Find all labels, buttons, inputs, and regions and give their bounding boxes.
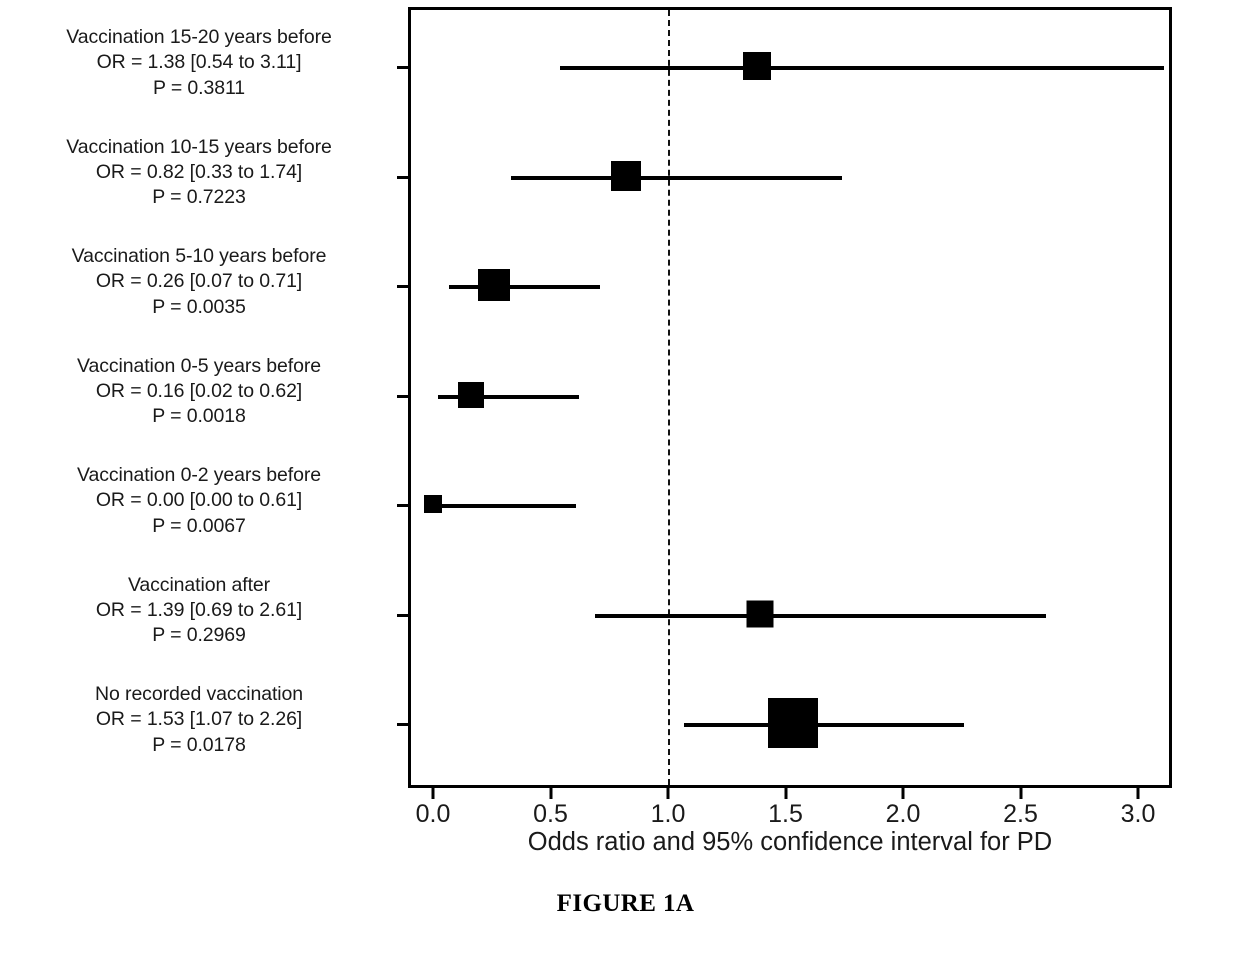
forest-row-odds-ratio: OR = 0.26 [0.07 to 0.71]: [0, 269, 398, 294]
forest-row-label-column: Vaccination 15-20 years beforeOR = 1.38 …: [0, 0, 400, 790]
y-axis-tick: [397, 285, 411, 288]
forest-row-p-value: P = 0.0178: [0, 733, 398, 758]
forest-row-odds-ratio: OR = 0.16 [0.02 to 0.62]: [0, 379, 398, 404]
confidence-interval-whisker: [684, 723, 964, 727]
forest-row-p-value: P = 0.0018: [0, 404, 398, 429]
forest-row-odds-ratio: OR = 0.00 [0.00 to 0.61]: [0, 488, 398, 513]
forest-row-name: No recorded vaccination: [0, 682, 398, 707]
x-axis-tick: [784, 788, 787, 799]
forest-row-label: Vaccination 15-20 years beforeOR = 1.38 …: [0, 25, 398, 101]
confidence-interval-whisker: [595, 614, 1046, 618]
confidence-interval-whisker: [433, 504, 576, 508]
x-axis-tick-label: 0.5: [533, 800, 568, 829]
forest-row-p-value: P = 0.3811: [0, 76, 398, 101]
forest-row-p-value: P = 0.7223: [0, 185, 398, 210]
forest-row-label: Vaccination 5-10 years beforeOR = 0.26 […: [0, 244, 398, 320]
forest-row-name: Vaccination 15-20 years before: [0, 25, 398, 50]
x-axis-tick: [667, 788, 670, 799]
forest-row-name: Vaccination 0-2 years before: [0, 463, 398, 488]
figure-page: Vaccination 15-20 years beforeOR = 1.38 …: [0, 0, 1251, 965]
point-estimate-marker: [743, 52, 771, 80]
x-axis-tick-label: 0.0: [416, 800, 451, 829]
point-estimate-marker: [424, 495, 442, 513]
y-axis-tick: [397, 504, 411, 507]
forest-row-odds-ratio: OR = 1.53 [1.07 to 2.26]: [0, 707, 398, 732]
reference-line-or-1: [668, 10, 670, 785]
forest-row-p-value: P = 0.0035: [0, 295, 398, 320]
confidence-interval-whisker: [449, 285, 599, 289]
forest-row-label: Vaccination 10-15 years beforeOR = 0.82 …: [0, 135, 398, 211]
point-estimate-marker: [768, 698, 818, 748]
confidence-interval-whisker: [560, 66, 1164, 70]
forest-row-p-value: P = 0.0067: [0, 514, 398, 539]
forest-row-label: Vaccination 0-2 years beforeOR = 0.00 [0…: [0, 463, 398, 539]
x-axis-tick: [432, 788, 435, 799]
x-axis-tick-label: 2.5: [1003, 800, 1038, 829]
x-axis-tick: [902, 788, 905, 799]
figure-caption: FIGURE 1A: [0, 890, 1251, 918]
x-axis-tick: [1019, 788, 1022, 799]
x-axis-title: Odds ratio and 95% confidence interval f…: [408, 828, 1172, 857]
x-axis-tick: [1137, 788, 1140, 799]
plot-frame: [408, 7, 1172, 788]
x-axis-tick-label: 2.0: [886, 800, 921, 829]
y-axis-tick: [397, 723, 411, 726]
x-axis-tick-label: 1.5: [768, 800, 803, 829]
forest-row-name: Vaccination 0-5 years before: [0, 354, 398, 379]
y-axis-tick: [397, 66, 411, 69]
y-axis-tick: [397, 614, 411, 617]
forest-row-label: Vaccination 0-5 years beforeOR = 0.16 [0…: [0, 354, 398, 430]
forest-row-name: Vaccination after: [0, 573, 398, 598]
point-estimate-marker: [746, 600, 773, 627]
forest-row-label: Vaccination afterOR = 1.39 [0.69 to 2.61…: [0, 573, 398, 649]
y-axis-tick: [397, 395, 411, 398]
forest-row-p-value: P = 0.2969: [0, 623, 398, 648]
x-axis-tick-label: 1.0: [651, 800, 686, 829]
plot-area: [411, 10, 1169, 785]
forest-row-odds-ratio: OR = 1.39 [0.69 to 2.61]: [0, 598, 398, 623]
y-axis-tick: [397, 176, 411, 179]
point-estimate-marker: [611, 161, 641, 191]
x-axis-tick: [549, 788, 552, 799]
confidence-interval-whisker: [511, 176, 842, 180]
forest-row-name: Vaccination 5-10 years before: [0, 244, 398, 269]
x-axis-tick-label: 3.0: [1121, 800, 1156, 829]
point-estimate-marker: [458, 382, 484, 408]
forest-row-name: Vaccination 10-15 years before: [0, 135, 398, 160]
forest-row-odds-ratio: OR = 0.82 [0.33 to 1.74]: [0, 160, 398, 185]
point-estimate-marker: [478, 269, 510, 301]
forest-row-label: No recorded vaccinationOR = 1.53 [1.07 t…: [0, 682, 398, 758]
forest-row-odds-ratio: OR = 1.38 [0.54 to 3.11]: [0, 50, 398, 75]
